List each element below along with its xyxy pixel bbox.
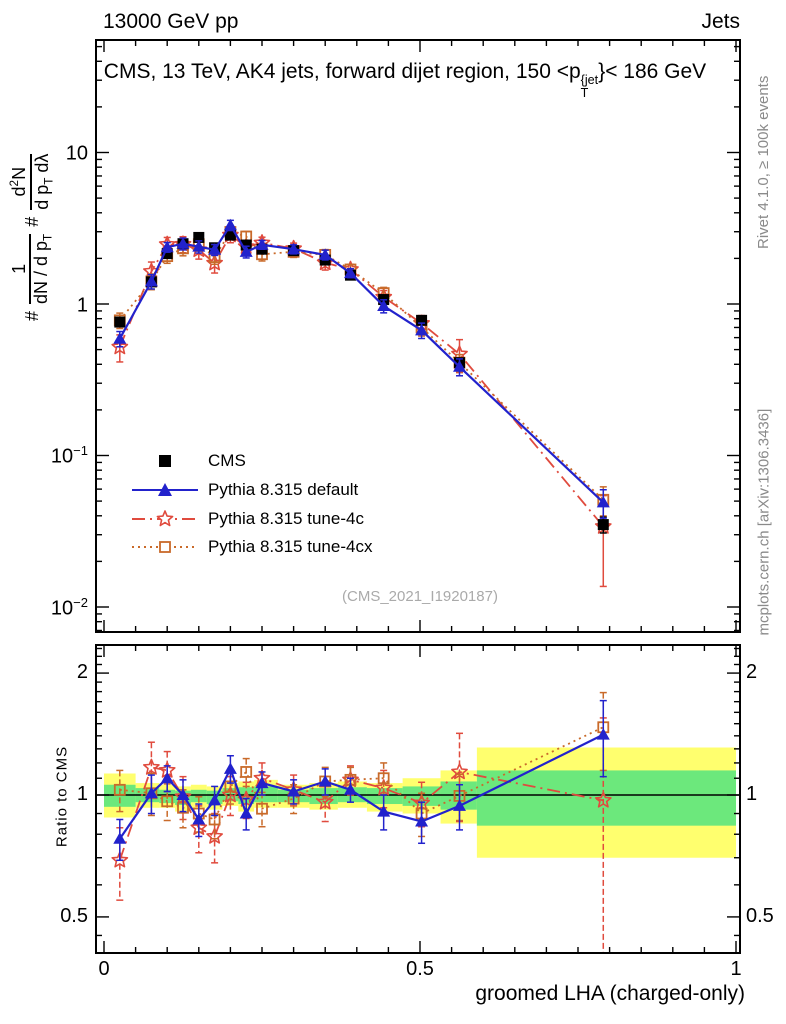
cms-marker-icon bbox=[130, 450, 200, 472]
ytick-1: 1 bbox=[76, 294, 88, 317]
main-y-axis-label: #1 dN / d pT # d2N d pT dλ bbox=[8, 153, 56, 321]
xtick-0: 0 bbox=[98, 958, 110, 980]
series-pythia-8-315-tune-4c-main bbox=[111, 226, 612, 588]
pythia-tune4c-marker-icon bbox=[130, 508, 200, 530]
watermark-analysis-id: (CMS_2021_I1920187) bbox=[342, 588, 498, 605]
xtick-1: 1 bbox=[730, 958, 742, 980]
legend-item-pythia-tune4c: Pythia 8.315 tune-4c bbox=[130, 507, 364, 531]
ratio-tick-2-right: 2 bbox=[746, 661, 758, 683]
hash-symbol: # bbox=[21, 216, 42, 227]
title-subscript: T bbox=[580, 85, 589, 100]
xtick-05: 0.5 bbox=[406, 958, 434, 980]
legend-item-pythia-default: Pythia 8.315 default bbox=[130, 478, 358, 502]
ratio-tick-1-left: 1 bbox=[76, 783, 88, 805]
ratio-frame bbox=[95, 644, 741, 954]
axis-ticks bbox=[96, 40, 740, 953]
rivet-version-note: Rivet 4.1.0, ≥ 100k events bbox=[755, 75, 772, 249]
ytick-0p1: 10−1 bbox=[50, 443, 88, 468]
ratio-tick-1-right: 1 bbox=[746, 783, 758, 805]
ratio-tick-2-left: 2 bbox=[76, 661, 88, 683]
ratio-band-green bbox=[104, 784, 136, 807]
x-axis-label: groomed LHA (charged-only) bbox=[475, 982, 745, 1005]
ytick-10: 10 bbox=[65, 142, 88, 165]
plot-title: CMS, 13 TeV, AK4 jets, forward dijet reg… bbox=[103, 60, 707, 100]
ratio-band-green bbox=[190, 789, 207, 803]
series-pythia-8-315-default-main bbox=[113, 218, 610, 519]
analysis-type-label: Jets bbox=[701, 10, 740, 33]
main-frame bbox=[95, 39, 741, 633]
title-superscript: {jet bbox=[580, 73, 599, 88]
main-panel bbox=[111, 218, 612, 588]
beam-energy-label: 13000 GeV pp bbox=[103, 10, 239, 33]
ratio-tick-05-left: 0.5 bbox=[60, 905, 88, 927]
ratio-tick-05-right: 0.5 bbox=[746, 905, 774, 927]
ratio-panel bbox=[96, 691, 740, 953]
legend-item-pythia-tune4cx: Pythia 8.315 tune-4cx bbox=[130, 535, 372, 559]
legend-item-cms: CMS bbox=[130, 449, 246, 473]
ratio-band-green bbox=[366, 788, 403, 805]
series-pythia-8-315-default-ratio bbox=[113, 699, 610, 862]
mcplots-source-note: mcplots.cern.ch [arXiv:1306.3436] bbox=[755, 408, 773, 636]
pythia-tune4cx-marker-icon bbox=[130, 536, 200, 558]
pythia-default-marker-icon bbox=[130, 479, 200, 501]
ytick-0p01: 10−2 bbox=[50, 595, 88, 620]
